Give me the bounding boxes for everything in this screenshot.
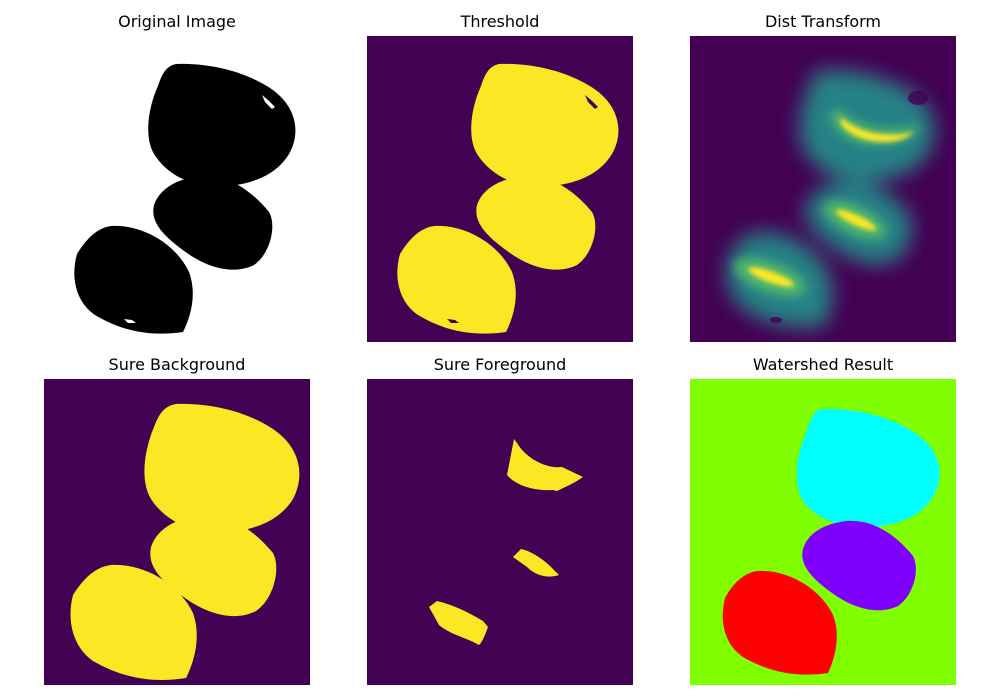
dist-transform-image bbox=[690, 36, 956, 342]
sure-foreground-title: Sure Foreground bbox=[433, 355, 567, 374]
original-image bbox=[44, 36, 310, 342]
sure-foreground-panel bbox=[367, 379, 633, 685]
blob-bottom bbox=[74, 225, 193, 334]
sure-background-title: Sure Background bbox=[108, 355, 246, 374]
watershed-result-image bbox=[690, 379, 956, 685]
dist-transform-panel bbox=[690, 36, 956, 342]
threshold-panel bbox=[367, 36, 633, 342]
segment-middle bbox=[802, 520, 916, 611]
sure-background-panel bbox=[44, 379, 310, 685]
segment-bottom bbox=[722, 570, 837, 675]
sure-fg-bottom bbox=[429, 601, 488, 645]
blob-top bbox=[148, 63, 296, 187]
sure-foreground-image bbox=[367, 379, 633, 685]
sure-fg-middle bbox=[513, 549, 559, 577]
watershed-result-title: Watershed Result bbox=[752, 355, 894, 374]
blob-middle bbox=[153, 175, 273, 270]
sure-background-image bbox=[44, 379, 310, 685]
original-image-title: Original Image bbox=[118, 12, 236, 31]
dist-transform-title: Dist Transform bbox=[764, 12, 882, 31]
watershed-result-panel bbox=[690, 379, 956, 685]
segment-top bbox=[796, 408, 940, 528]
sure-fg-top bbox=[507, 439, 583, 491]
threshold-title: Threshold bbox=[460, 12, 540, 31]
original-image-panel bbox=[44, 36, 310, 342]
threshold-image bbox=[367, 36, 633, 342]
